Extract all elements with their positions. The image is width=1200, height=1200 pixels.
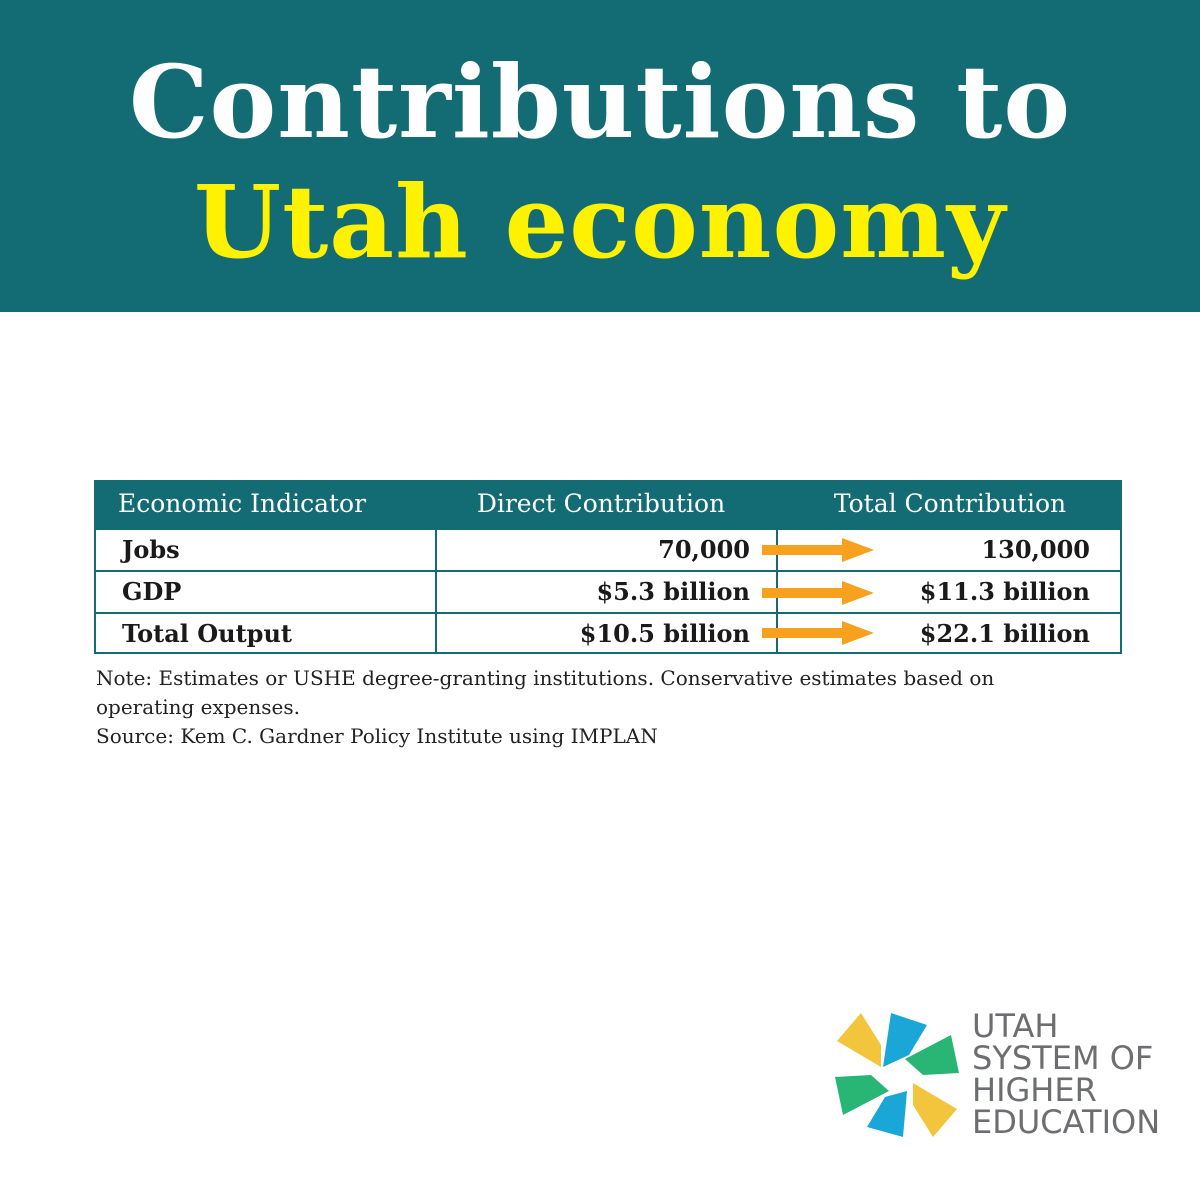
total-cell: $11.3 billion (919, 577, 1090, 606)
note-text: Note: Estimates or USHE degree-granting … (96, 666, 995, 719)
column-divider (435, 530, 437, 654)
logo-line: HIGHER (972, 1071, 1097, 1109)
table-row: Jobs 70,000 130,000 (96, 530, 1120, 570)
logo-wordmark: UTAH SYSTEM OF HIGHER EDUCATION (972, 1010, 1160, 1138)
logo-line: UTAH (972, 1007, 1059, 1045)
header-economic-indicator: Economic Indicator (118, 489, 367, 518)
direct-cell: 70,000 (658, 535, 750, 564)
indicator-cell: GDP (122, 577, 182, 606)
table-row: GDP $5.3 billion $11.3 billion (96, 570, 1120, 612)
title-line-2: Utah economy (193, 163, 1007, 281)
direct-cell: $5.3 billion (596, 577, 750, 606)
contributions-table: Economic Indicator Direct Contribution T… (94, 480, 1122, 654)
arrow-right-icon (762, 621, 874, 645)
indicator-cell: Jobs (122, 535, 180, 564)
title-banner: Contributions to Utah economy (0, 0, 1200, 312)
arrow-right-icon (762, 581, 874, 605)
table-notes: Note: Estimates or USHE degree-granting … (96, 664, 1076, 751)
pinwheel-logo-icon (835, 1013, 959, 1137)
ushe-logo: UTAH SYSTEM OF HIGHER EDUCATION (832, 1008, 1162, 1142)
table-header: Economic Indicator Direct Contribution T… (94, 480, 1122, 530)
table-body: Jobs 70,000 130,000 GDP $5.3 billion $11… (94, 530, 1122, 654)
total-cell: 130,000 (981, 535, 1090, 564)
title-line-1: Contributions to (128, 43, 1072, 161)
logo-line: SYSTEM OF (972, 1039, 1154, 1077)
logo-line: EDUCATION (972, 1103, 1161, 1141)
indicator-cell: Total Output (122, 619, 292, 648)
arrow-right-icon (762, 538, 874, 562)
table-row: Total Output $10.5 billion $22.1 billion (96, 612, 1120, 654)
total-cell: $22.1 billion (919, 619, 1090, 648)
direct-cell: $10.5 billion (579, 619, 750, 648)
source-text: Source: Kem C. Gardner Policy Institute … (96, 724, 658, 748)
header-total-contribution: Total Contribution (833, 489, 1067, 518)
header-direct-contribution: Direct Contribution (476, 489, 726, 518)
